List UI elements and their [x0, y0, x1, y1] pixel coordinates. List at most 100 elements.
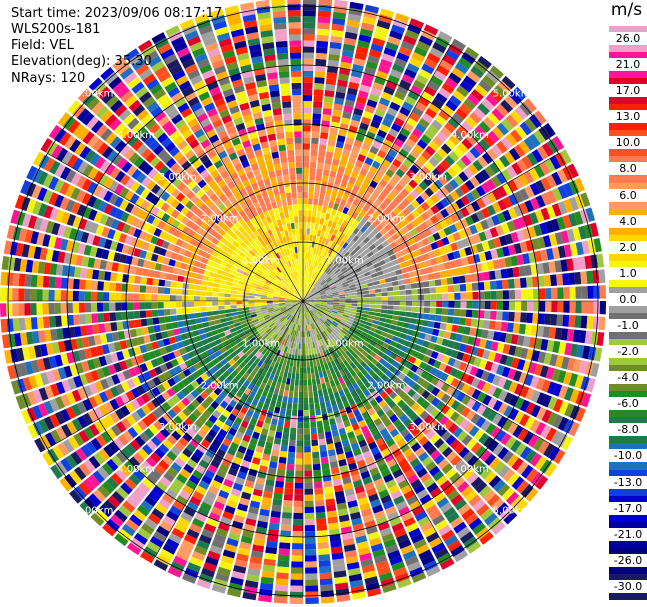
range-gate [314, 77, 325, 84]
range-gate [316, 284, 322, 290]
range-gate [431, 168, 442, 179]
range-gate [502, 246, 511, 257]
range-gate [310, 265, 314, 273]
range-gate [411, 51, 425, 63]
range-gate [386, 107, 398, 117]
range-gate [325, 308, 332, 312]
range-gate [390, 275, 398, 282]
range-gate [331, 23, 345, 32]
range-gate [507, 179, 519, 193]
range-gate [465, 192, 476, 203]
range-gate [208, 276, 216, 283]
range-gate [441, 254, 450, 263]
range-gate [509, 394, 519, 407]
range-gate [467, 336, 475, 346]
range-gate [331, 274, 338, 280]
range-gate [554, 260, 562, 273]
range-gate [394, 90, 406, 101]
range-gate [529, 114, 542, 129]
range-gate [90, 291, 98, 301]
range-gate [386, 249, 395, 257]
range-gate [322, 468, 331, 476]
range-gate [502, 196, 513, 209]
range-gate [542, 262, 550, 274]
range-gate [585, 207, 596, 222]
range-gate [535, 179, 546, 194]
range-gate [309, 299, 316, 301]
range-gate [12, 303, 19, 317]
range-gate [445, 205, 455, 215]
range-gate [434, 279, 442, 287]
range-gate [304, 512, 315, 520]
range-gate [574, 315, 582, 328]
range-gate [318, 309, 325, 313]
range-gate [304, 452, 312, 459]
range-gate [496, 311, 503, 321]
range-gate [342, 148, 351, 157]
range-gate [315, 274, 320, 281]
range-gate [455, 258, 463, 268]
range-gate [469, 111, 482, 124]
range-gate [309, 285, 314, 292]
range-gate [399, 106, 411, 117]
range-gate [516, 229, 525, 242]
range-gate [388, 201, 397, 211]
range-gate [389, 324, 397, 331]
range-gate [73, 314, 81, 326]
range-gate [335, 270, 342, 276]
range-gate [294, 348, 298, 356]
range-gate [391, 280, 399, 287]
range-gate [165, 273, 173, 281]
range-gate [398, 178, 408, 188]
range-gate [379, 8, 395, 18]
range-gate [357, 248, 364, 255]
range-gate [310, 259, 314, 266]
range-gate [481, 241, 490, 251]
range-gate [188, 307, 195, 314]
range-gate [322, 265, 328, 272]
range-gate [381, 53, 395, 63]
range-gate [329, 314, 336, 319]
range-gate [478, 79, 492, 93]
range-gate [550, 430, 563, 445]
range-gate [327, 301, 334, 303]
range-gate [324, 259, 330, 266]
range-gate [493, 237, 502, 248]
range-gate [303, 34, 315, 41]
range-gate [320, 271, 326, 278]
range-gate [391, 96, 404, 106]
range-gate [473, 337, 481, 347]
range-gate [540, 207, 551, 221]
range-gate [402, 254, 411, 262]
range-gate [338, 129, 348, 137]
range-gate [444, 216, 454, 226]
range-gate [242, 295, 249, 299]
range-gate [303, 28, 316, 35]
range-gate [544, 275, 552, 287]
range-gate [303, 403, 309, 411]
range-gate [30, 317, 38, 330]
range-gate [484, 250, 493, 261]
range-gate [24, 274, 32, 287]
range-gate [375, 25, 389, 36]
range-gate [364, 157, 374, 166]
range-gate [538, 126, 551, 141]
range-gate [318, 277, 324, 283]
range-gate [359, 233, 367, 241]
range-gate [461, 335, 469, 344]
range-gate [381, 118, 393, 128]
range-gate [359, 217, 368, 226]
range-gate [329, 214, 335, 222]
range-gate [487, 384, 497, 396]
range-gate [332, 17, 346, 26]
range-gate [375, 301, 382, 305]
range-gate [202, 275, 210, 281]
range-gate [319, 291, 326, 295]
range-gate [309, 234, 313, 242]
range-gate [308, 297, 315, 300]
range-gate [499, 154, 511, 168]
range-gate [446, 234, 456, 244]
range-gate [381, 305, 388, 310]
range-gate [489, 162, 501, 175]
range-gate [331, 115, 341, 123]
